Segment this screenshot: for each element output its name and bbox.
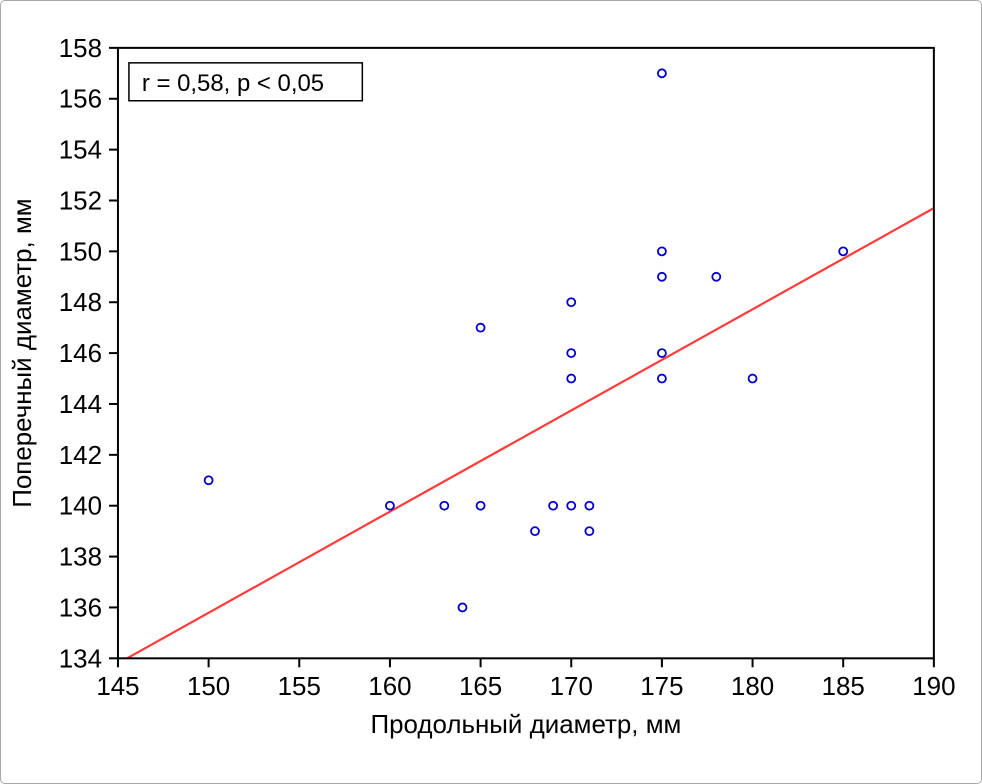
y-tick-label: 150 bbox=[59, 238, 102, 266]
data-point bbox=[439, 500, 450, 511]
data-point bbox=[657, 246, 667, 257]
data-point bbox=[584, 526, 595, 537]
x-tick-label: 145 bbox=[96, 673, 139, 701]
data-point bbox=[566, 297, 577, 308]
data-point bbox=[385, 500, 395, 511]
data-point bbox=[747, 373, 758, 384]
x-tick-label: 150 bbox=[187, 673, 230, 701]
y-tick-label: 138 bbox=[59, 544, 102, 572]
x-tick-label: 180 bbox=[731, 673, 774, 701]
x-tick-label: 175 bbox=[640, 673, 683, 701]
y-tick-label: 152 bbox=[59, 187, 102, 215]
regression-line-segment bbox=[126, 207, 935, 660]
data-points bbox=[203, 68, 849, 613]
x-tick-label: 170 bbox=[550, 673, 593, 701]
x-tick-label: 185 bbox=[822, 673, 865, 701]
data-point bbox=[657, 348, 667, 358]
y-tick-label: 154 bbox=[59, 137, 102, 165]
y-tick-label: 136 bbox=[59, 594, 102, 622]
data-point bbox=[657, 373, 667, 384]
y-tick-label: 144 bbox=[59, 391, 102, 419]
x-axis-title: Продольный диаметр, мм bbox=[370, 711, 681, 739]
annotation-text: r = 0,58, p < 0,05 bbox=[142, 70, 324, 97]
y-tick-label: 142 bbox=[59, 442, 102, 470]
x-tick-label: 165 bbox=[459, 673, 502, 701]
x-tick-label: 160 bbox=[368, 673, 411, 701]
data-point bbox=[838, 246, 849, 257]
data-point bbox=[475, 500, 486, 511]
axis-ticks: 145 150 155 160 165 170 175 180 185 190 134 136 138 1… bbox=[59, 35, 956, 701]
data-point bbox=[566, 348, 577, 358]
x-tick-label: 190 bbox=[912, 673, 955, 701]
data-point bbox=[530, 526, 540, 537]
data-point bbox=[657, 271, 667, 282]
data-point bbox=[566, 500, 577, 511]
y-tick-label: 134 bbox=[59, 645, 102, 673]
y-tick-label: 146 bbox=[59, 340, 102, 368]
data-point bbox=[566, 373, 577, 384]
data-point bbox=[584, 500, 595, 511]
annotation-box: r = 0,58, p < 0,05 bbox=[128, 62, 364, 102]
data-point bbox=[203, 475, 214, 486]
plot-frame bbox=[116, 46, 935, 660]
y-axis-title: Поперечный диаметр, мм bbox=[9, 198, 37, 507]
y-tick-label: 140 bbox=[59, 493, 102, 521]
data-point bbox=[657, 68, 667, 79]
data-point bbox=[548, 500, 558, 511]
data-point bbox=[457, 602, 468, 613]
annotation-frame bbox=[128, 62, 364, 102]
data-point bbox=[475, 322, 486, 333]
regression-line bbox=[126, 207, 935, 660]
data-point bbox=[711, 271, 722, 282]
y-tick-label: 156 bbox=[59, 86, 102, 114]
x-tick-label: 155 bbox=[278, 673, 321, 701]
y-tick-label: 158 bbox=[59, 35, 102, 63]
y-tick-label: 148 bbox=[59, 289, 102, 317]
